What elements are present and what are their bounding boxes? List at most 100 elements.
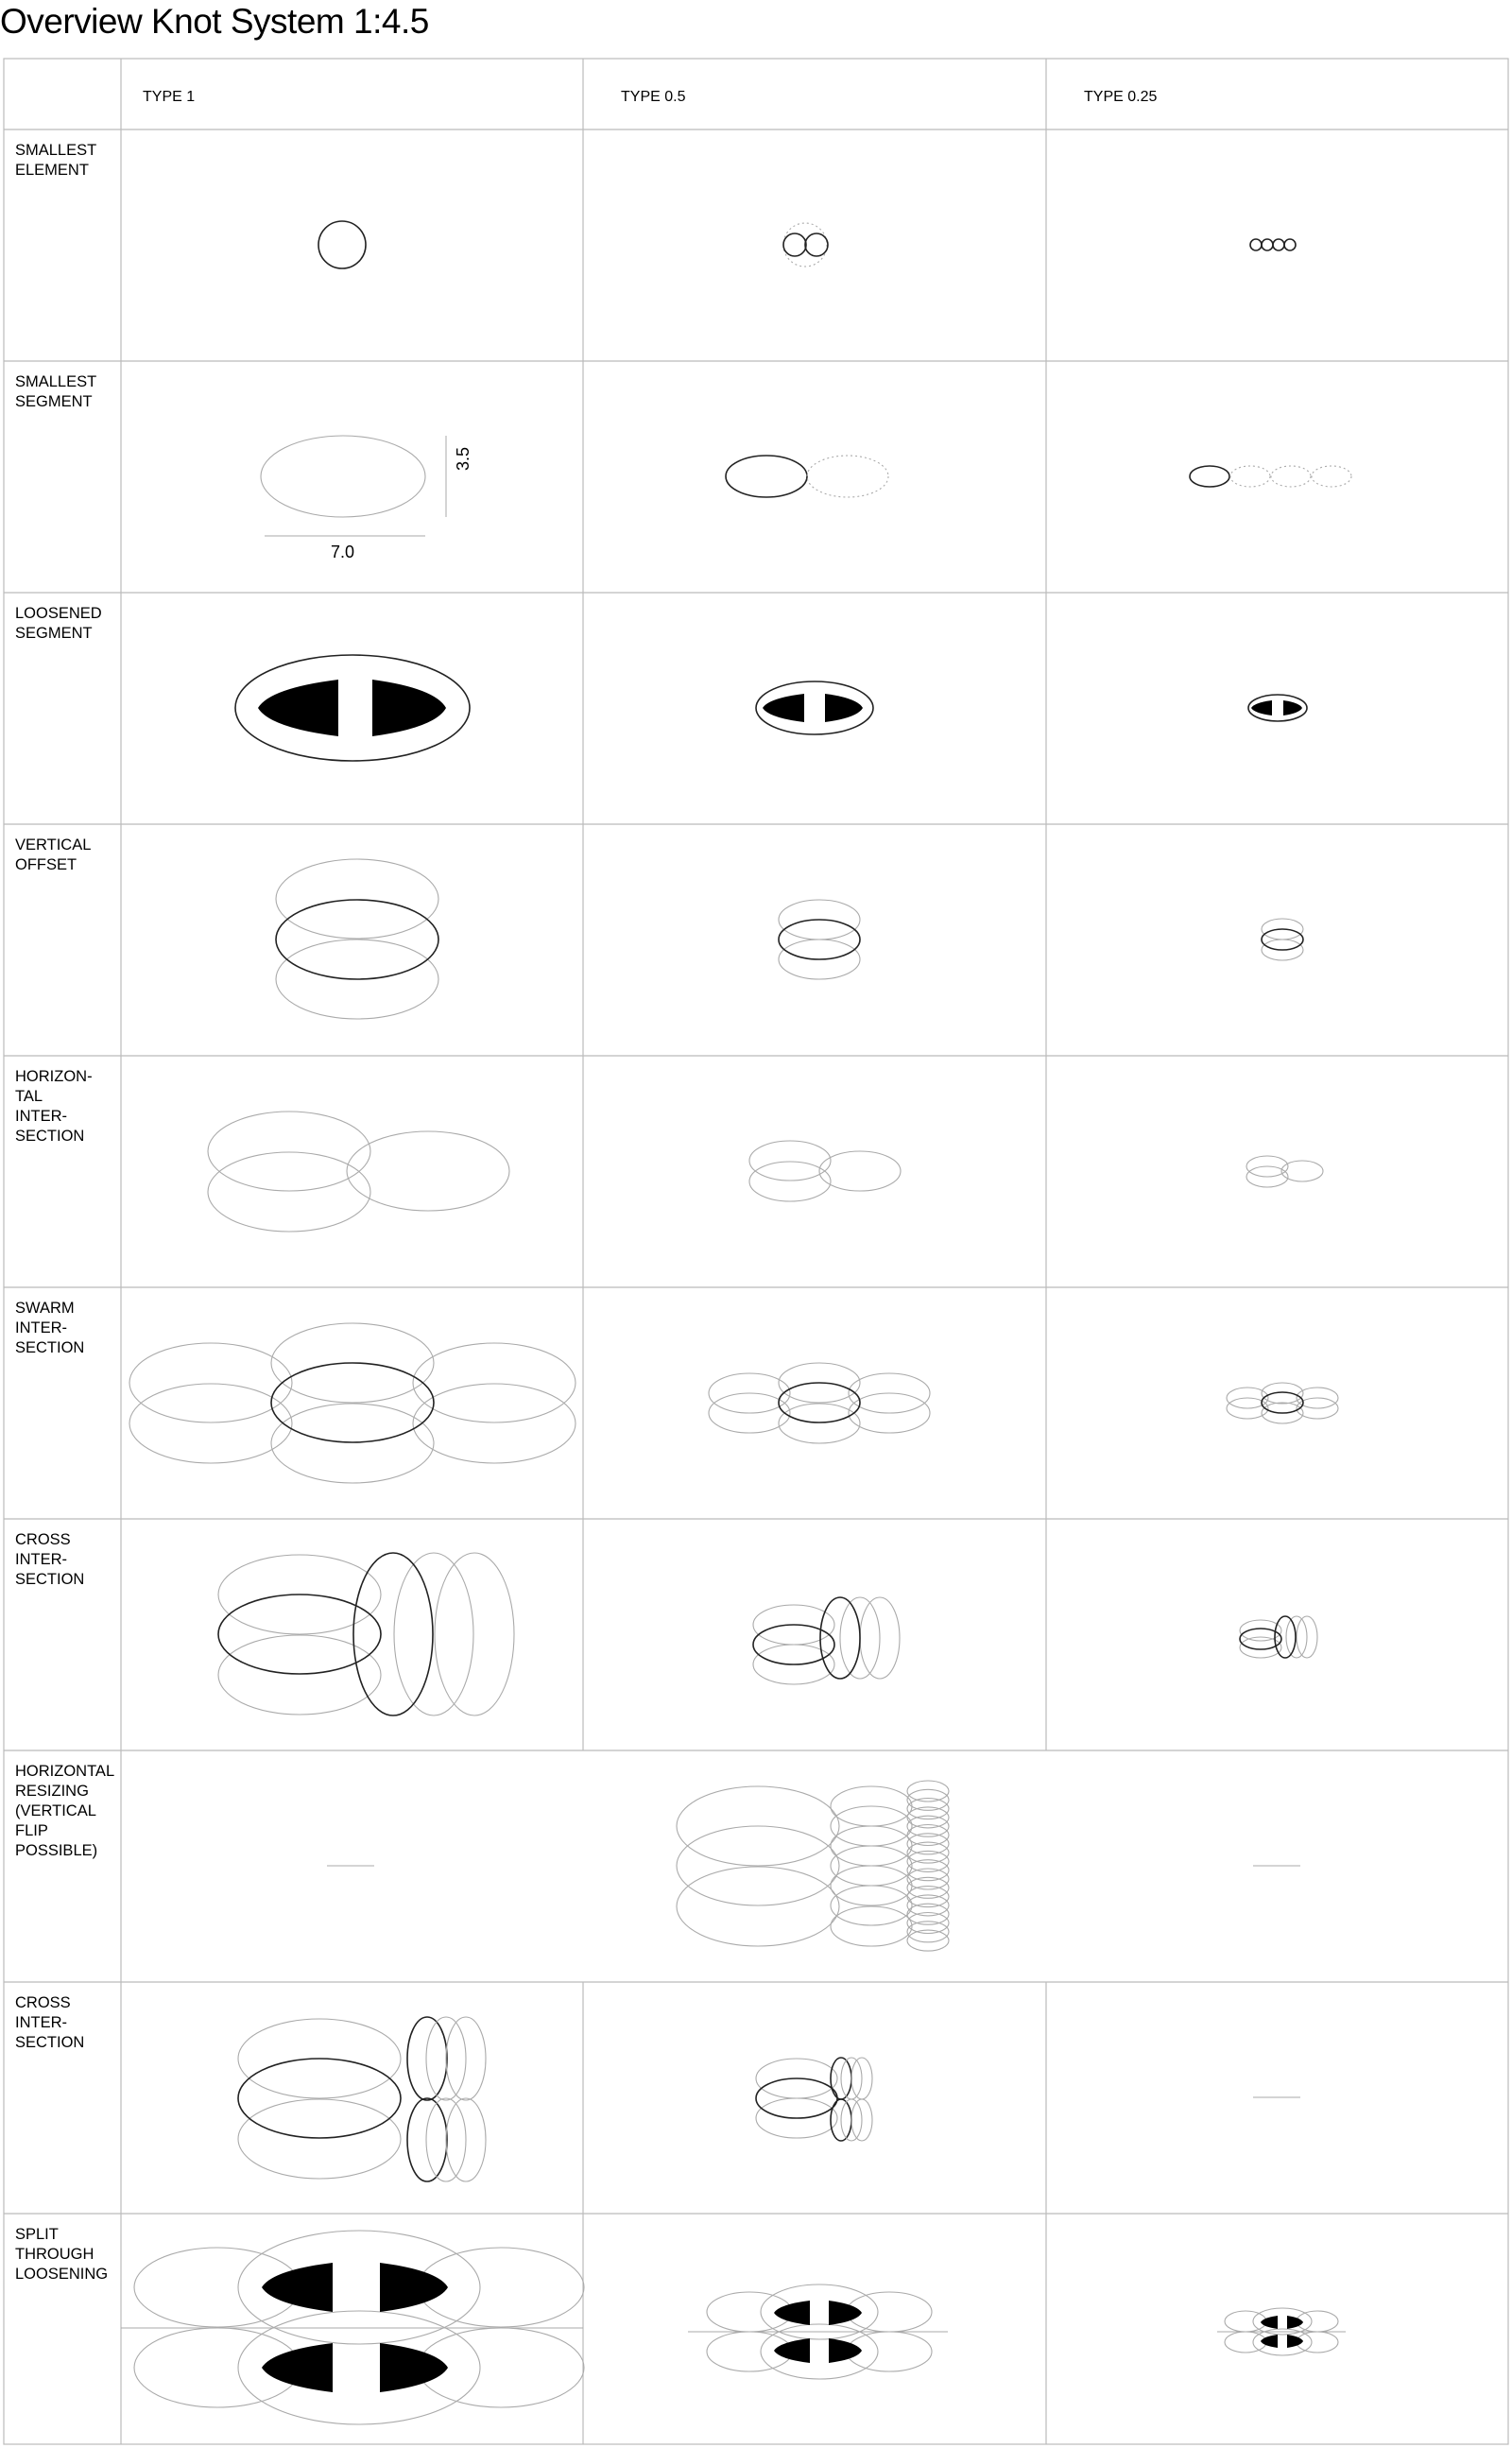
split-ellipse (237, 2310, 481, 2425)
loosened-outline-type-0-25 (1247, 694, 1308, 722)
segment-type-1 (260, 435, 426, 518)
split-fill (1261, 2335, 1278, 2348)
segment-type-0-5 (725, 455, 808, 498)
offset-ghost (275, 939, 439, 1020)
swarm-main (270, 1362, 435, 1443)
row-label-cross-intersection: CROSS INTER- SECTION (15, 1531, 85, 1588)
row-label-smallest-element: SMALLEST ELEMENT (15, 142, 97, 179)
swarm-ellipse (778, 1403, 861, 1444)
cross-ghost (1296, 1615, 1318, 1659)
segment-type-0-25 (1189, 465, 1230, 488)
circle-type-0-25 (1261, 238, 1274, 251)
resize-small (906, 1859, 950, 1882)
circle-type-0-5 (782, 233, 807, 257)
swarm-main (778, 1382, 861, 1423)
cross-ghost (217, 1634, 382, 1715)
row-label-horizontal-intersection: HORIZON- TAL INTER- SECTION (15, 1068, 93, 1145)
dimension-width-label: 7.0 (331, 543, 355, 561)
cross-vertical (406, 2097, 448, 2182)
split-fill (829, 2338, 862, 2363)
segment-ghost (1270, 465, 1312, 488)
split-ellipse (760, 2323, 879, 2380)
split-fill-top-right (380, 2263, 448, 2312)
cross-ghost (425, 2097, 467, 2182)
swarm-ellipse (1261, 1402, 1304, 1424)
cross-ghost (840, 2098, 863, 2142)
row-label-split-through-loosening: SPLIT THROUGH LOOSENING (15, 2226, 109, 2283)
loosened-left-type-1 (258, 680, 338, 736)
swarm-ellipse (412, 1342, 576, 1423)
loosened-right-type-0-25 (1283, 700, 1302, 715)
split-fill (829, 2301, 862, 2325)
resize-small (906, 1780, 950, 1802)
intersect-ellipse (748, 1161, 832, 1202)
intersect-ellipse (346, 1130, 510, 1212)
intersect-ellipse (1246, 1155, 1289, 1178)
cross-ghost (393, 1552, 474, 1716)
swarm-ellipse (708, 1392, 791, 1434)
split-ellipse (237, 2230, 481, 2345)
swarm-ellipse (1226, 1387, 1269, 1409)
intersect-ellipse (818, 1150, 902, 1192)
cross-ghost (237, 2098, 402, 2180)
loosened-right-type-1 (372, 680, 446, 736)
offset-ghost (1261, 939, 1304, 961)
intersect-ellipse (1246, 1165, 1289, 1188)
cross-ghost (1239, 1636, 1282, 1659)
resize-small (906, 1876, 950, 1899)
cross-vertical (1274, 1615, 1297, 1659)
column-header-type-1: TYPE 1 (143, 89, 196, 105)
resize-small (906, 1894, 950, 1917)
circle-type-0-5 (804, 233, 829, 257)
resize-medium (830, 1905, 913, 1947)
row-label-vertical-offset: VERTICAL OFFSET (15, 836, 92, 873)
offset-main (1261, 928, 1304, 951)
resize-small (906, 1886, 950, 1908)
intersect-ellipse (207, 1151, 371, 1233)
split-ghost (1296, 2331, 1339, 2353)
resize-small (906, 1823, 950, 1847)
swarm-ellipse (270, 1403, 435, 1484)
split-fill (1287, 2335, 1303, 2348)
split-fill-bottom-left (262, 2343, 333, 2392)
row-label-horizontal-resizing: HORIZONTAL RESIZING (VERTICAL FLIP POSSI… (15, 1763, 115, 1859)
split-fill (1287, 2316, 1303, 2329)
cross-vertical (406, 2016, 448, 2101)
resize-small (906, 1929, 950, 1952)
cross-ghost (839, 1596, 881, 1680)
swarm-ellipse (129, 1383, 293, 1464)
resize-small (906, 1815, 950, 1837)
swarm-ellipse (1296, 1387, 1339, 1409)
split-ghost (1224, 2331, 1267, 2353)
resize-small (906, 1798, 950, 1820)
swarm-ellipse (848, 1372, 931, 1414)
circle-type-0-25 (1283, 238, 1297, 251)
resize-small (906, 1850, 950, 1872)
resize-small (906, 1921, 950, 1943)
offset-ghost (275, 858, 439, 940)
cross-ghost (434, 1552, 515, 1716)
split-ellipse (1252, 2328, 1313, 2356)
split-ghost (1296, 2310, 1339, 2333)
cross-ghost (850, 2098, 873, 2142)
cross-ghost (1285, 1615, 1308, 1659)
swarm-main (1261, 1391, 1304, 1414)
split-ellipse (760, 2284, 879, 2340)
row-label-loosened-segment: LOOSENED SEGMENT (15, 605, 102, 642)
cross-ghost (752, 1644, 835, 1685)
cross-ghost (445, 2016, 487, 2101)
loosened-left-type-0-25 (1251, 700, 1272, 715)
resize-small (906, 1903, 950, 1925)
split-fill-bottom-right (380, 2343, 448, 2392)
cross-main (752, 1624, 835, 1665)
split-fill (774, 2301, 810, 2325)
swarm-ellipse (412, 1383, 576, 1464)
segment-ghost (806, 455, 889, 498)
cross-main (1239, 1628, 1282, 1650)
swarm-ellipse (1296, 1397, 1339, 1420)
cross-main (237, 2058, 402, 2139)
offset-ghost (778, 939, 861, 980)
column-header-type-0-25: TYPE 0.25 (1084, 89, 1158, 105)
grid-border (3, 58, 1509, 2445)
